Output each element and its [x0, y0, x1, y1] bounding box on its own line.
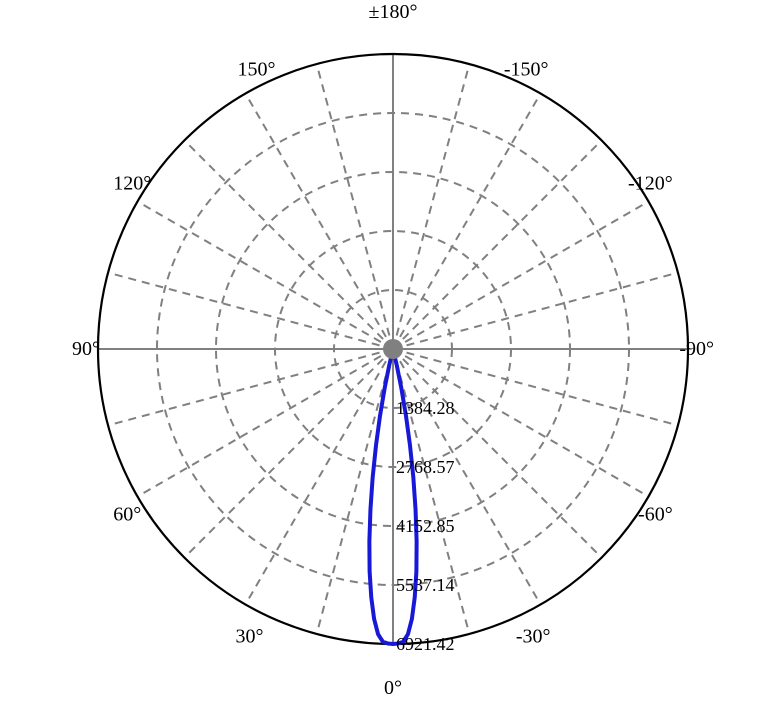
radial-tick-label: 4152.85 — [396, 516, 455, 536]
angular-tick-label: 150° — [238, 58, 276, 80]
angular-tick-label: -120° — [628, 173, 673, 195]
angular-tick-label: 30° — [236, 626, 264, 648]
angular-tick-label: 120° — [113, 173, 151, 195]
angular-tick-label: -30° — [516, 626, 551, 648]
radial-tick-label: 5537.14 — [396, 575, 455, 595]
angular-tick-label: -60° — [638, 504, 673, 526]
angular-tick-label: 0° — [384, 677, 402, 699]
polar-chart: 1384.28 2768.57 4152.85 5537.14 6921.42 0° 30°… — [0, 0, 768, 702]
angular-tick-label: 60° — [113, 504, 141, 526]
radial-tick-label: 2768.57 — [396, 457, 455, 477]
angular-tick-label: -150° — [504, 58, 549, 80]
radial-tick-label: 1384.28 — [396, 398, 455, 418]
center-dot — [383, 339, 403, 359]
angular-tick-label: -90° — [679, 338, 714, 360]
angular-tick-label: ±180° — [369, 1, 418, 23]
angular-tick-label: 90° — [72, 338, 100, 360]
radial-tick-label: 6921.42 — [396, 634, 455, 654]
